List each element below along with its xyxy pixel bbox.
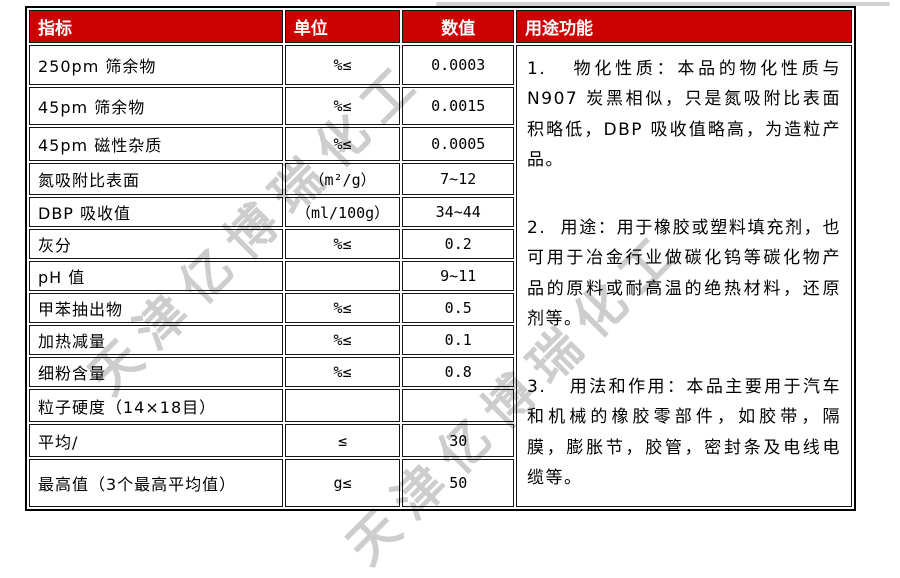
table-row: 甲苯抽出物 %≤ 0.5: [29, 293, 852, 323]
value-cell: 0.5: [402, 293, 515, 323]
value-cell: 0.0003: [402, 45, 515, 85]
table-row: 最高值（3个最高平均值） g≤ 50: [29, 459, 852, 507]
unit-cell: ≤: [284, 424, 401, 457]
indicator-cell: DBP 吸收值: [29, 197, 283, 227]
unit-cell: %≤: [284, 357, 401, 387]
unit-cell: %≤: [284, 229, 401, 259]
table-row: DBP 吸收值 （ml/100g） 34~44: [29, 197, 852, 227]
table-row: 平均/ ≤ 30: [29, 424, 852, 457]
table-row: pH 值 9~11: [29, 261, 852, 291]
table-row: 灰分 %≤ 0.2: [29, 229, 852, 259]
table-row: 氮吸附比表面 （m²/g） 7~12: [29, 163, 852, 195]
unit-cell: [284, 389, 401, 422]
indicator-cell: 灰分: [29, 229, 283, 259]
spec-table: 指标 单位 数值 用途功能 250pm 筛余物 %≤ 0.0003 1. 物化性…: [25, 6, 856, 511]
unit-cell: （ml/100g）: [284, 197, 401, 227]
header-row: 指标 单位 数值 用途功能: [29, 10, 852, 43]
usage-paragraph-2: 2. 用途：用于橡胶或塑料填充剂，也可用于冶金行业做碳化钨等碳化物产品的原料或耐…: [527, 218, 841, 329]
value-cell: 50: [402, 459, 515, 507]
unit-cell: %≤: [284, 87, 401, 125]
indicator-cell: 粒子硬度（14×18目）: [29, 389, 283, 422]
value-cell: 7~12: [402, 163, 515, 195]
table-row: 粒子硬度（14×18目）: [29, 389, 852, 422]
unit-cell: %≤: [284, 325, 401, 355]
indicator-cell: 45pm 磁性杂质: [29, 127, 283, 161]
indicator-cell: 250pm 筛余物: [29, 45, 283, 85]
value-cell: 30: [402, 424, 515, 457]
indicator-cell: 加热减量: [29, 325, 283, 355]
unit-cell: g≤: [284, 459, 401, 507]
unit-cell: %≤: [284, 293, 401, 323]
table-row: 45pm 磁性杂质 %≤ 0.0005: [29, 127, 852, 161]
indicator-cell: 45pm 筛余物: [29, 87, 283, 125]
usage-paragraph-1: 1. 物化性质：本品的物化性质与N907 炭黑相似，只是氮吸附比表面积略低，DB…: [527, 59, 841, 170]
top-divider-line: [436, 2, 890, 6]
unit-cell: （m²/g）: [284, 163, 401, 195]
indicator-cell: 甲苯抽出物: [29, 293, 283, 323]
table-row: 250pm 筛余物 %≤ 0.0003 1. 物化性质：本品的物化性质与N907…: [29, 45, 852, 507]
value-cell: 0.0005: [402, 127, 515, 161]
indicator-cell: 细粉含量: [29, 357, 283, 387]
value-cell: 9~11: [402, 261, 515, 291]
value-cell: 34~44: [402, 197, 515, 227]
indicator-cell: pH 值: [29, 261, 283, 291]
usage-cell: 1. 物化性质：本品的物化性质与N907 炭黑相似，只是氮吸附比表面积略低，DB…: [516, 45, 852, 507]
table-row: 45pm 筛余物 %≤ 0.0015: [29, 87, 852, 125]
indicator-cell: 平均/: [29, 424, 283, 457]
unit-cell: %≤: [284, 127, 401, 161]
value-cell: [402, 389, 515, 422]
col-header-indicator: 指标: [29, 10, 283, 43]
value-cell: 0.0015: [402, 87, 515, 125]
value-cell: 0.2: [402, 229, 515, 259]
value-cell: 0.1: [402, 325, 515, 355]
unit-cell: [284, 261, 401, 291]
usage-paragraph-3: 3. 用法和作用：本品主要用于汽车和机械的橡胶零部件，如胶带，隔膜，膨胀节，胶管…: [527, 377, 841, 488]
indicator-cell: 氮吸附比表面: [29, 163, 283, 195]
unit-cell: %≤: [284, 45, 401, 85]
col-header-usage: 用途功能: [516, 10, 852, 43]
col-header-unit: 单位: [284, 10, 401, 43]
table-row: 细粉含量 %≤ 0.8: [29, 357, 852, 387]
col-header-value: 数值: [402, 10, 515, 43]
table-row: 加热减量 %≤ 0.1: [29, 325, 852, 355]
value-cell: 0.8: [402, 357, 515, 387]
indicator-cell: 最高值（3个最高平均值）: [29, 459, 283, 507]
